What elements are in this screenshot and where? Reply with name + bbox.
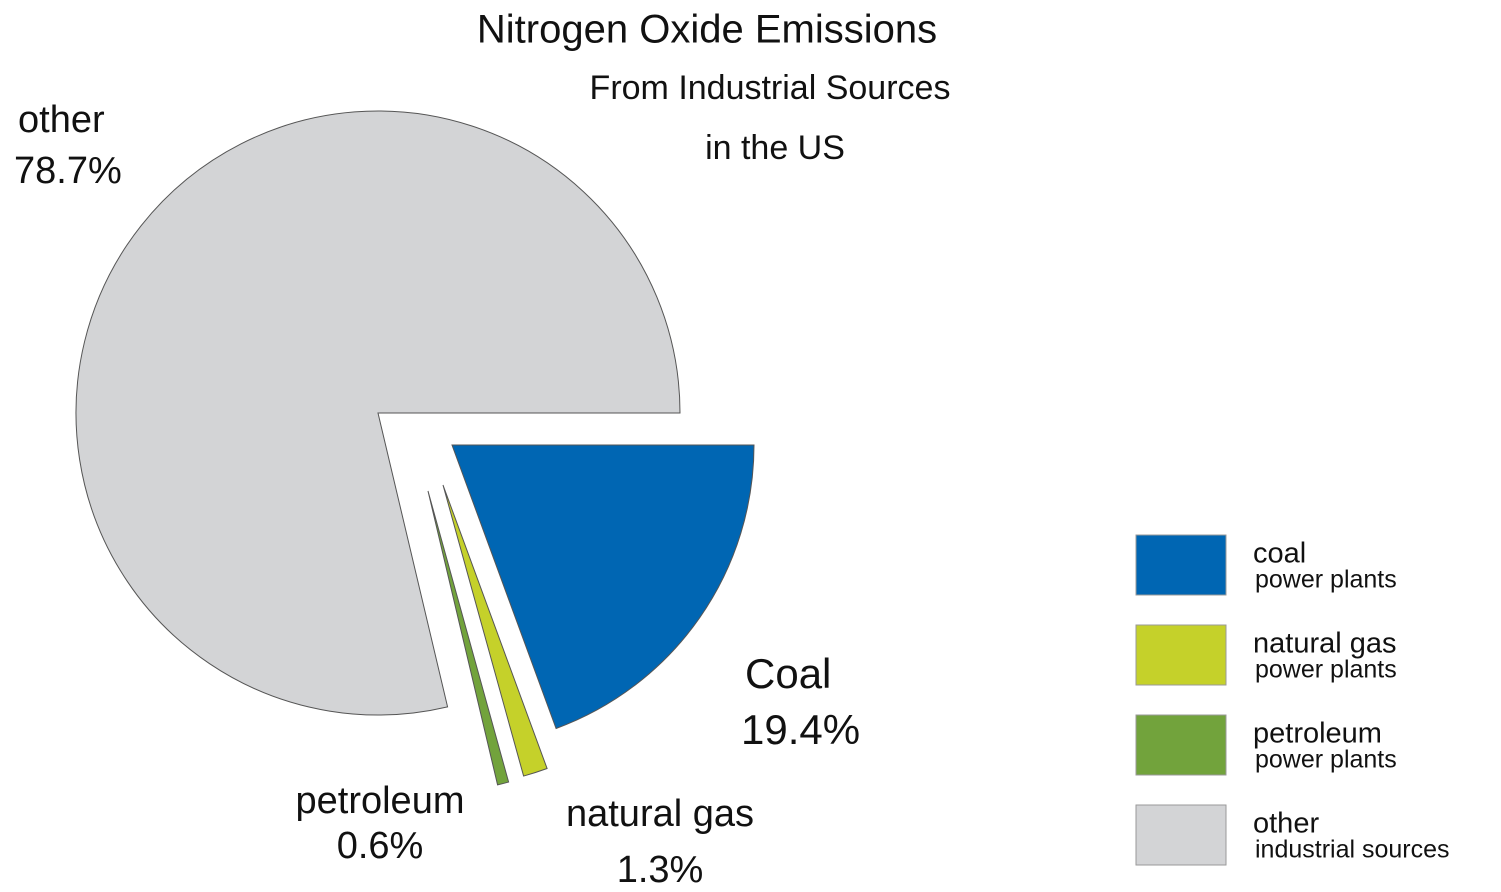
pie-slice xyxy=(442,484,548,777)
chart-subtitle: From Industrial Sources xyxy=(590,69,951,107)
slice-value-label: 78.7% xyxy=(14,150,122,192)
legend-swatch xyxy=(1135,714,1227,776)
slice-label: Coal xyxy=(745,650,831,697)
legend-detail: power plants xyxy=(1255,566,1397,594)
pie-slice xyxy=(427,490,510,786)
legend-label: natural gas xyxy=(1253,628,1397,660)
legend-label: petroleum xyxy=(1253,718,1382,750)
chart-subtitle: in the US xyxy=(705,129,845,167)
legend-label: other xyxy=(1253,808,1319,840)
pie-slice xyxy=(75,110,681,716)
legend-swatch xyxy=(1135,534,1227,596)
slice-label: other xyxy=(18,99,105,141)
legend-detail: power plants xyxy=(1255,746,1397,774)
slice-value-label: 1.3% xyxy=(617,849,704,891)
chart-title: Nitrogen Oxide Emissions xyxy=(477,8,937,52)
legend-swatch xyxy=(1135,804,1227,866)
slice-value-label: 0.6% xyxy=(337,825,424,867)
legend-label: coal xyxy=(1253,538,1306,570)
legend-swatch xyxy=(1135,624,1227,686)
legend-detail: industrial sources xyxy=(1255,836,1450,864)
slice-value-label: 19.4% xyxy=(741,706,860,753)
legend-detail: power plants xyxy=(1255,656,1397,684)
pie-slice xyxy=(451,444,755,730)
slice-label: petroleum xyxy=(296,780,465,822)
slice-label: natural gas xyxy=(566,793,754,835)
